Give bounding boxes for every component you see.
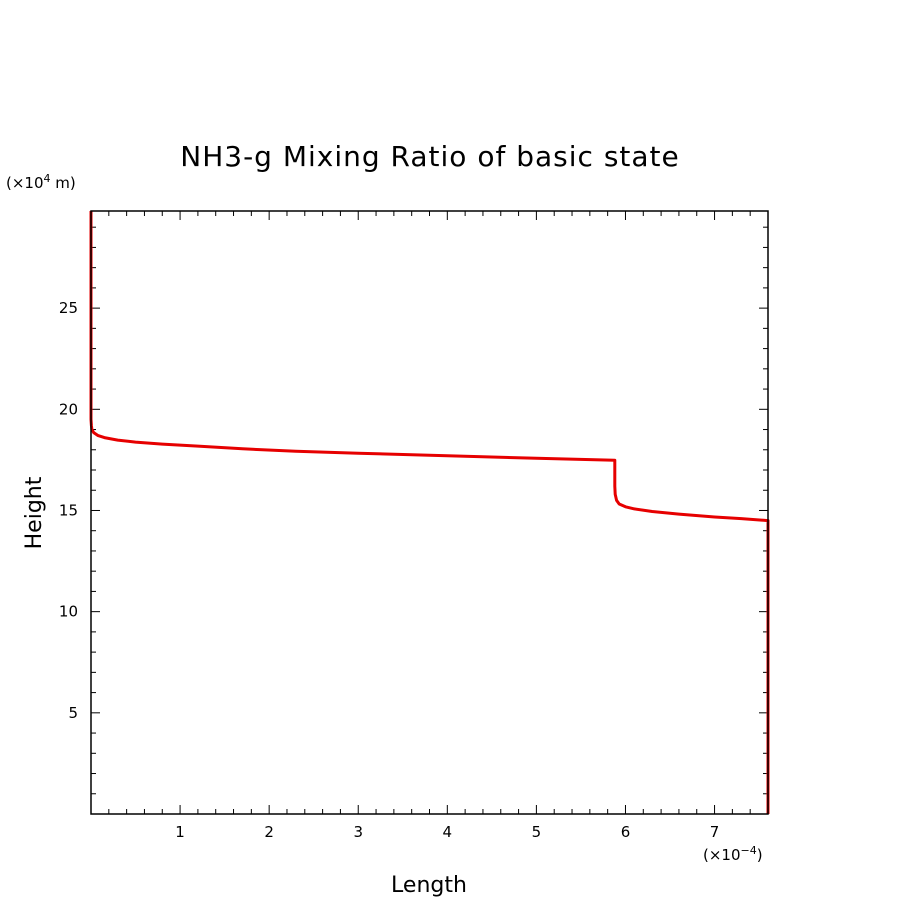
x-tick-label: 2 — [264, 823, 274, 841]
plot-frame — [90, 210, 769, 815]
y-tick-label: 15 — [59, 501, 78, 519]
y-tick-label: 25 — [59, 299, 78, 317]
x-tick-label: 1 — [175, 823, 185, 841]
x-axis-multiplier: (×10−4) — [703, 844, 763, 864]
y-multiplier-suffix: m) — [51, 174, 76, 192]
x-tick-label: 4 — [443, 823, 453, 841]
y-multiplier-prefix: (×10 — [6, 174, 44, 192]
y-axis-multiplier: (×104 m) — [6, 172, 76, 192]
y-multiplier-exponent: 4 — [44, 172, 51, 185]
y-axis-title: Height — [22, 476, 47, 549]
series-layer — [89, 211, 770, 814]
y-tick-label: 5 — [68, 704, 78, 722]
x-axis-ticks: 1 2 3 4 5 6 7 — [108, 211, 751, 841]
y-tick-label: 10 — [59, 603, 78, 621]
chart-title: NH3-g Mixing Ratio of basic state — [180, 140, 680, 173]
x-multiplier-suffix: ) — [757, 846, 763, 864]
series-line — [89, 211, 770, 814]
x-tick-label: 6 — [621, 823, 631, 841]
x-axis-title: Length — [391, 873, 467, 898]
x-multiplier-exponent: −4 — [741, 844, 757, 857]
x-tick-label: 5 — [532, 823, 542, 841]
x-multiplier-prefix: (×10 — [703, 846, 741, 864]
y-axis-ticks: 5 10 15 20 25 — [59, 226, 768, 795]
y-tick-label: 20 — [59, 400, 78, 418]
x-tick-label: 3 — [353, 823, 363, 841]
x-tick-label: 7 — [710, 823, 720, 841]
